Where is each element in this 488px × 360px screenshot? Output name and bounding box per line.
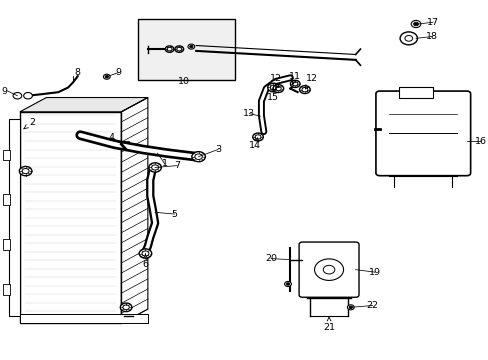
Circle shape [191,152,205,162]
Circle shape [272,85,283,93]
Bar [20,112,121,323]
Text: 16: 16 [474,137,486,146]
Text: 5: 5 [171,210,177,219]
Circle shape [148,163,161,172]
Text: 3: 3 [214,145,221,154]
Circle shape [139,249,151,258]
Bar [138,19,234,80]
Circle shape [285,283,289,285]
Bar [3,194,10,205]
Text: 9: 9 [116,68,122,77]
Text: 15: 15 [266,89,278,102]
Circle shape [120,303,132,312]
Bar [3,284,10,295]
Circle shape [323,265,334,274]
Circle shape [413,22,418,26]
Text: 18: 18 [425,32,437,41]
Text: 1: 1 [162,159,167,168]
Text: 11: 11 [288,72,301,84]
Circle shape [267,83,279,92]
Circle shape [348,306,352,309]
Circle shape [284,282,291,287]
Text: 13: 13 [243,109,255,118]
Circle shape [175,46,183,52]
Text: 9: 9 [2,86,8,95]
Text: 19: 19 [368,268,380,277]
Circle shape [20,166,32,176]
FancyBboxPatch shape [299,242,358,297]
Circle shape [410,21,420,28]
Text: 6: 6 [142,254,148,269]
Circle shape [103,74,110,79]
Text: 21: 21 [323,317,334,332]
Text: 22: 22 [366,301,378,310]
Text: 20: 20 [264,254,277,263]
Text: 14: 14 [248,138,261,150]
Circle shape [23,93,32,99]
Text: 4: 4 [108,133,114,142]
Circle shape [399,32,417,45]
Circle shape [189,45,193,48]
Bar [398,87,432,98]
Circle shape [165,46,174,52]
Text: 12: 12 [269,75,281,87]
Text: 7: 7 [174,161,180,170]
Bar [20,315,147,323]
Circle shape [252,133,263,141]
Text: 12: 12 [305,75,318,89]
Text: 10: 10 [178,77,190,86]
Text: 8: 8 [73,68,81,81]
FancyBboxPatch shape [375,91,469,176]
Circle shape [290,80,300,87]
Text: 17: 17 [426,18,438,27]
Bar [3,149,10,160]
Circle shape [187,44,194,49]
Bar [9,119,20,316]
Circle shape [13,93,21,99]
Circle shape [105,76,108,78]
Polygon shape [20,98,147,112]
Bar [3,239,10,250]
Text: 2: 2 [24,118,35,129]
Circle shape [346,305,353,310]
Circle shape [299,86,309,94]
